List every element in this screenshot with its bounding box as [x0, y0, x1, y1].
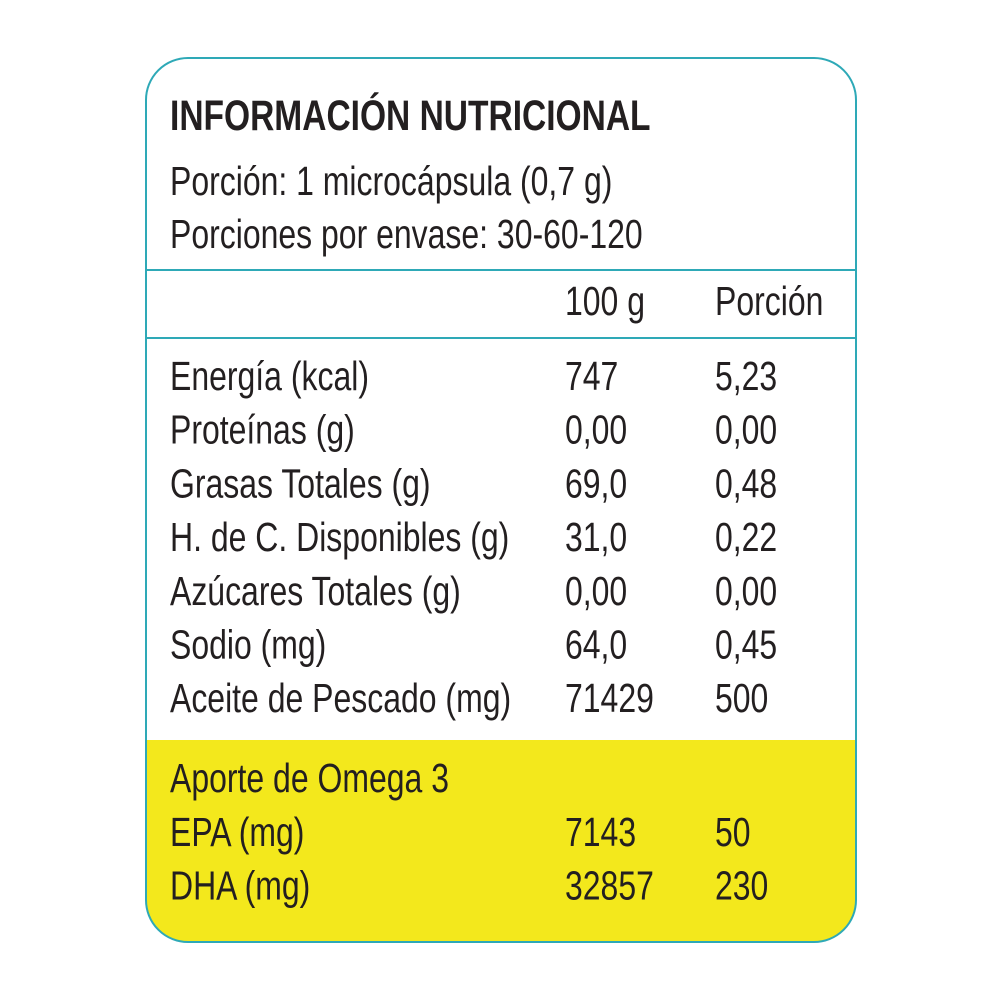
- cell-value: 71429: [565, 675, 654, 721]
- cell-value: 31,0: [565, 514, 627, 560]
- cell-value: 0,22: [715, 514, 777, 560]
- row-label: Grasas Totales (g): [170, 461, 431, 507]
- cell-value: 747: [565, 353, 618, 399]
- cell-value: 500: [715, 675, 768, 721]
- cell-value: 50: [715, 809, 751, 855]
- cell-value: 7143: [565, 809, 636, 855]
- servings: Porciones por envase: 30-60-120: [170, 211, 643, 257]
- row-label: DHA (mg): [170, 863, 310, 909]
- row-label: Proteínas (g): [170, 407, 355, 453]
- column-header: Porción: [715, 278, 823, 324]
- row-label: Energía (kcal): [170, 353, 369, 399]
- omega-background: [146, 740, 856, 942]
- row-label: H. de C. Disponibles (g): [170, 514, 509, 560]
- cell-value: 0,00: [715, 407, 777, 453]
- column-header: 100 g: [565, 278, 645, 324]
- label-border: [145, 57, 857, 943]
- cell-value: 0,00: [715, 568, 777, 614]
- cell-value: 230: [715, 863, 768, 909]
- cell-value: 0,00: [565, 568, 627, 614]
- cell-value: 5,23: [715, 353, 777, 399]
- cell-value: 69,0: [565, 461, 627, 507]
- title: INFORMACIÓN NUTRICIONAL: [170, 91, 651, 140]
- row-label: Aceite de Pescado (mg): [170, 675, 511, 721]
- row-label: Azúcares Totales (g): [170, 568, 461, 614]
- omega-title: Aporte de Omega 3: [170, 755, 449, 801]
- row-label: EPA (mg): [170, 809, 304, 855]
- cell-value: 0,48: [715, 461, 777, 507]
- cell-value: 0,45: [715, 622, 777, 668]
- cell-value: 0,00: [565, 407, 627, 453]
- cell-value: 32857: [565, 863, 654, 909]
- serving: Porción: 1 microcápsula (0,7 g): [170, 158, 612, 204]
- row-label: Sodio (mg): [170, 622, 326, 668]
- cell-value: 64,0: [565, 622, 627, 668]
